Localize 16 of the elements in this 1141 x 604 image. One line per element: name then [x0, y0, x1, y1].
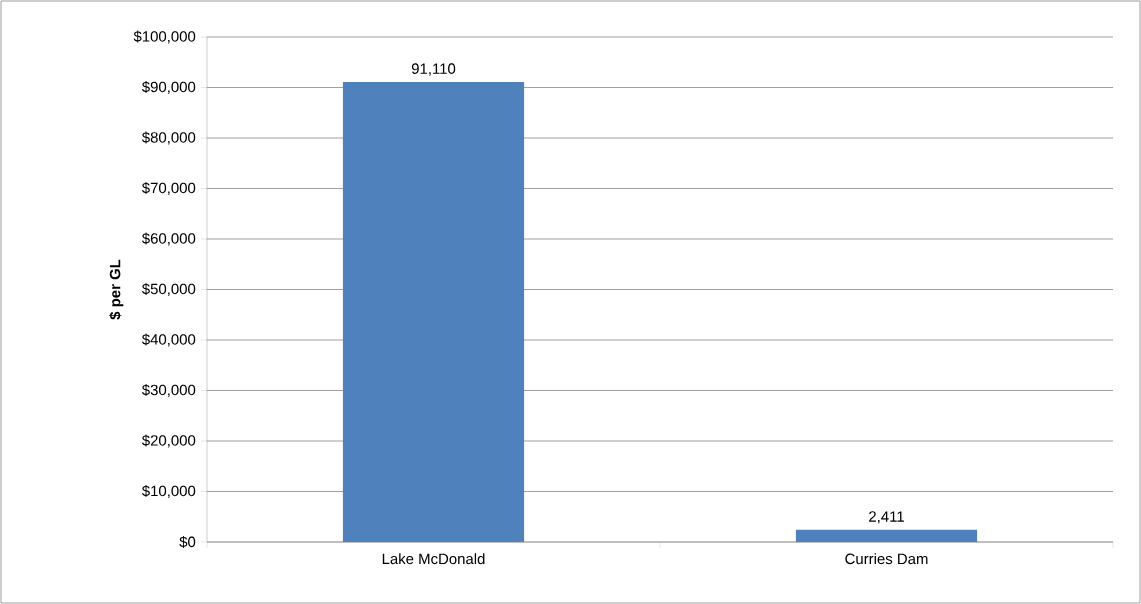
- y-tick-label: $100,000: [133, 30, 196, 44]
- x-tick-label: Lake McDonald: [382, 553, 485, 565]
- y-axis-title: $ per GL: [109, 259, 124, 320]
- y-tick-label: $90,000: [141, 81, 196, 94]
- data-label: 91,110: [411, 63, 456, 76]
- y-tick-label: $60,000: [141, 232, 196, 246]
- y-tick-label: $30,000: [141, 384, 196, 397]
- y-tick-label: $20,000: [141, 434, 196, 448]
- y-tick-label: $70,000: [141, 182, 196, 195]
- y-tick-label: $40,000: [141, 333, 196, 347]
- y-tick-label: $50,000: [141, 283, 196, 296]
- data-label: 2,411: [869, 511, 904, 524]
- x-tick-label: Curries Dam: [845, 553, 928, 565]
- y-tick-label: $10,000: [141, 485, 196, 498]
- y-tick-label: $80,000: [141, 131, 196, 145]
- y-tick-label: $0: [179, 535, 196, 549]
